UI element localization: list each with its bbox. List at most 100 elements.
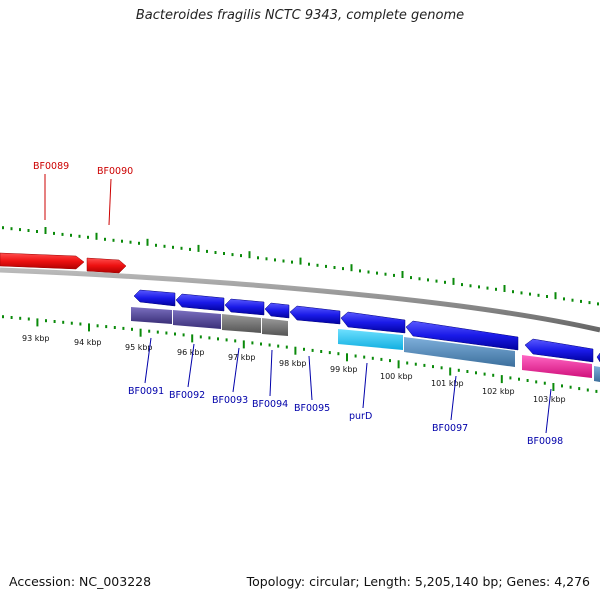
upper-tick [206, 249, 208, 253]
upper-tick [44, 227, 47, 234]
gene-labels: BF0089 BF0090 BF0091 BF0092 BF0093 BF0094 BF00… [33, 161, 563, 447]
upper-tick [78, 234, 81, 238]
kbp-tick-label: 97 kbp [228, 353, 256, 362]
gene-leader-line [450, 375, 457, 421]
upper-tick [112, 238, 115, 242]
lower-tick [234, 339, 237, 343]
map-title: Bacteroides fragilis NCTC 9343, complete… [135, 8, 465, 23]
upper-tick [223, 252, 225, 255]
upper-tick [588, 301, 591, 305]
lower-tick [475, 371, 477, 375]
gene-leaders [44, 174, 552, 434]
cds-arrow-bf0098[interactable] [524, 338, 594, 363]
lower-tick [432, 365, 434, 369]
cds-arrow-bf0093[interactable] [224, 298, 265, 316]
upper-tick [571, 298, 574, 302]
upper-tick [248, 251, 251, 259]
gene-label-bf0093[interactable]: BF0093 [212, 395, 248, 406]
cog-bar-bf0092 [173, 310, 221, 329]
upper-tick [359, 269, 361, 273]
gene-label-bf0098[interactable]: BF0098 [527, 436, 563, 447]
lower-tick [268, 343, 271, 347]
upper-tick [299, 257, 302, 265]
gene-leader-line [232, 347, 240, 393]
lower-tick [543, 381, 546, 385]
lower-tick [423, 363, 426, 367]
upper-tick [155, 243, 157, 247]
gene-label-bf0090[interactable]: BF0090 [97, 166, 133, 177]
upper-tick [418, 277, 421, 281]
lower-tick [303, 347, 305, 351]
lower-tick [122, 326, 125, 330]
lower-tick [569, 385, 572, 389]
gene-leader-line [108, 178, 112, 226]
gene-label-bf0094[interactable]: BF0094 [252, 399, 288, 410]
upper-tick [546, 295, 548, 298]
cds-arrow-next[interactable] [596, 352, 600, 363]
lower-tick [492, 373, 495, 377]
cds-arrow-bf0090[interactable] [86, 257, 127, 274]
kbp-tick-label: 98 kbp [279, 359, 307, 368]
upper-tick [19, 228, 21, 232]
genome-backbone [0, 267, 600, 333]
gene-label-bf0092[interactable]: BF0092 [169, 390, 205, 401]
lower-tick [199, 335, 202, 339]
lower-tick [328, 351, 331, 355]
cog-bar-bf0091 [131, 307, 172, 324]
cog-bar-next [594, 366, 600, 382]
lower-tick [406, 361, 409, 365]
upper-tick [435, 279, 438, 283]
upper-tick [197, 244, 200, 252]
kbp-tick-label: 100 kbp [380, 372, 413, 381]
cds-arrow-bf0094[interactable] [264, 302, 290, 319]
upper-tick [342, 267, 344, 271]
lower-tick [19, 316, 22, 320]
upper-tick [257, 256, 259, 260]
kbp-tick-label: 96 kbp [177, 348, 205, 357]
lower-tick [397, 360, 400, 369]
lower-tick [380, 357, 383, 361]
upper-tick [503, 285, 506, 292]
lower-tick [70, 321, 73, 325]
upper-tick [486, 286, 489, 290]
cds-arrow-bf0091[interactable] [133, 289, 176, 307]
gene-leader-line [545, 388, 552, 434]
cds-arrow-purd[interactable] [340, 311, 406, 334]
gene-label-bf0097[interactable]: BF0097 [432, 423, 468, 434]
upper-tick [401, 271, 404, 278]
lower-tick [251, 341, 254, 345]
upper-tick [2, 226, 4, 230]
upper-tick [240, 254, 242, 258]
upper-tick [452, 277, 455, 285]
upper-tick [53, 231, 55, 235]
cog-bar-bf0093 [222, 314, 261, 333]
upper-tick [189, 247, 191, 251]
lower-tick [2, 315, 4, 319]
lower-tick [595, 389, 598, 393]
gene-label-bf0095[interactable]: BF0095 [294, 403, 330, 414]
lower-tick [320, 350, 323, 353]
upper-tick [325, 264, 327, 268]
cds-arrow-bf0089[interactable] [0, 252, 85, 270]
upper-tick [393, 273, 395, 277]
lower-tick [45, 319, 47, 323]
accession-label: Accession: NC_003228 [9, 574, 152, 589]
lower-tick [440, 366, 443, 370]
upper-tick [563, 297, 565, 301]
upper-tick [410, 276, 412, 280]
lower-tick [105, 325, 108, 329]
upper-tick [376, 271, 378, 275]
cds-arrow-bf0097[interactable] [405, 320, 519, 351]
upper-tick [520, 291, 523, 295]
lower-tick [242, 340, 245, 349]
gene-label-bf0089[interactable]: BF0089 [33, 161, 69, 172]
lower-tick [88, 323, 90, 332]
cds-arrow-bf0092[interactable] [175, 293, 225, 312]
gene-label-bf0091[interactable]: BF0091 [128, 386, 164, 397]
cds-arrow-bf0095[interactable] [289, 305, 341, 325]
lower-tick [191, 334, 194, 343]
gene-label-purd[interactable]: purD [349, 411, 372, 422]
reverse-cds-row [133, 289, 600, 363]
upper-tick [461, 283, 463, 287]
